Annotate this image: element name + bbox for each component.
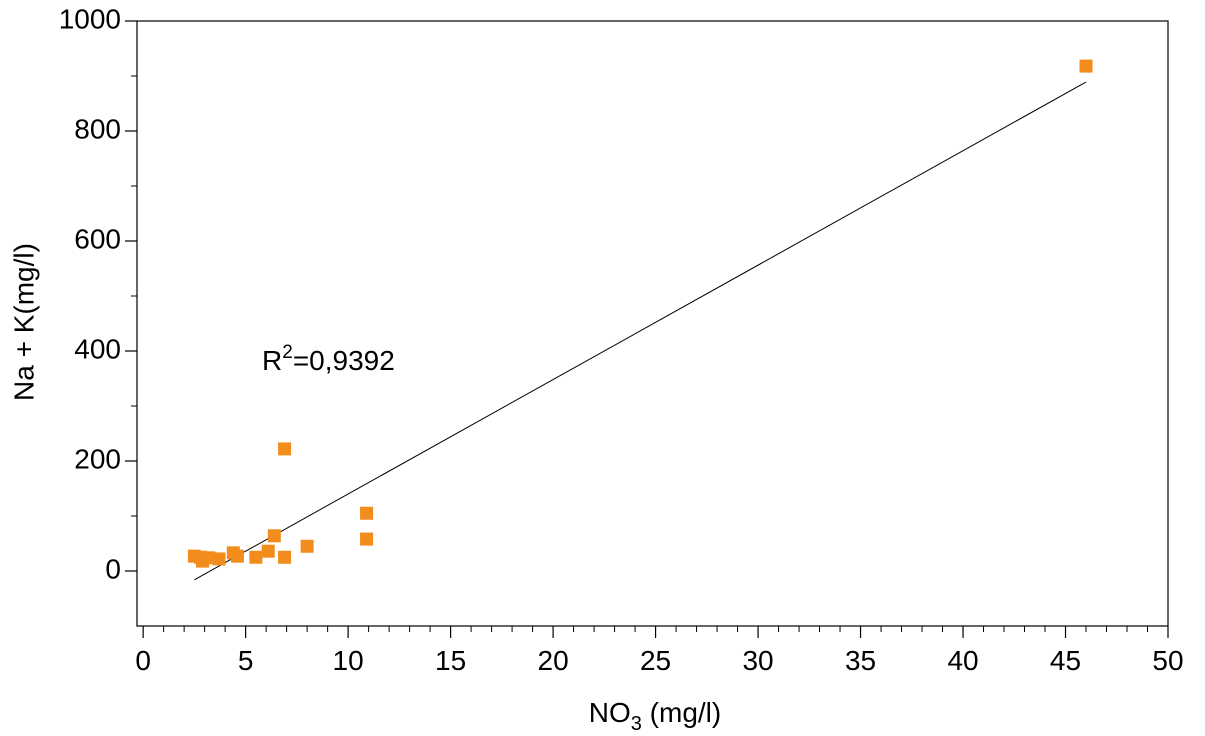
x-label-sub: 3 [631,713,642,731]
point [249,550,263,564]
x-label-unit: (mg/l) [642,697,721,728]
y-tick-label: 600 [74,223,121,254]
annotation: R2=0,9392 [262,342,395,376]
point [300,539,314,553]
point [202,551,216,565]
y-tick-label: 400 [74,333,121,364]
x-tick-label: 35 [845,645,876,676]
point [278,550,292,564]
x-tick-label: 50 [1152,645,1183,676]
point [261,544,275,558]
y-tick-label: 800 [74,113,121,144]
x-tick-label: 0 [135,645,151,676]
point [267,529,281,543]
point [278,442,292,456]
x-tick-label: 25 [640,645,671,676]
x-tick-label: 40 [947,645,978,676]
x-tick-label: 5 [238,645,254,676]
x-label-main: NO [589,697,631,728]
y-tick-label: 1000 [59,3,121,34]
x-tick-label: 45 [1050,645,1081,676]
x-tick-label: 30 [742,645,773,676]
annotation-sup: 2 [282,342,293,363]
y-tick-label: 200 [74,443,121,474]
plot-frame [136,20,1169,627]
point [212,552,226,566]
annotation-main: R [262,345,282,376]
point [360,532,374,546]
x-axis-label: NO3 (mg/l) [589,697,721,731]
y-axis-label: Na + K(mg/l) [8,243,39,401]
trend-line [194,81,1087,581]
point [230,549,244,563]
annotation-rest: =0,9392 [293,345,395,376]
x-tick-label: 20 [538,645,569,676]
y-tick-label: 0 [105,553,121,584]
x-tick-label: 10 [333,645,364,676]
point [1079,59,1093,73]
x-tick-label: 15 [435,645,466,676]
point [360,506,374,520]
